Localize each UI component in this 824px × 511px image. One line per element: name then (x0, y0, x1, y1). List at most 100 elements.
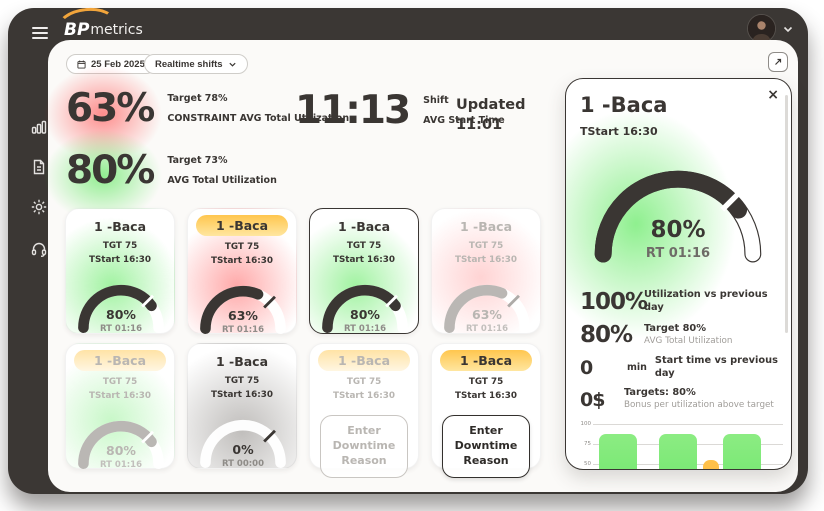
stat-value: 80% (580, 322, 633, 348)
stat-sublabel: AVG Total Utilization (644, 335, 733, 346)
enter-downtime-reason-button[interactable]: Enter Downtime Reason (320, 415, 408, 478)
detail-scrollbar[interactable] (785, 95, 788, 333)
brand-metrics: metrics (90, 22, 143, 38)
avg-target: Target 73% (167, 154, 228, 166)
constraint-label: CONSTRAINT AVG Total Utilization (167, 113, 350, 124)
avg-label: AVG Total Utilization (167, 175, 277, 186)
mini-chart-plot (593, 421, 783, 469)
machine-name-banner: 1 -Baca (440, 350, 532, 371)
machine-name: 1 -Baca (93, 219, 147, 234)
gauge-runtime: RT 01:16 (222, 325, 264, 336)
machine-name-banner: 1 -Baca (318, 350, 410, 371)
chart-bar (599, 433, 637, 469)
stat-sublabel: Bonus per utilization above target (624, 400, 774, 411)
card-tstart: TStart 16:30 (88, 390, 152, 401)
stat-label: Start time vs previous day (654, 355, 778, 379)
machine-card-selected[interactable]: 1 -Baca TGT 75 TStart 16:30 80% RT 01:16 (309, 208, 419, 334)
machine-card[interactable]: 1 -Baca TGT 75 TStart 16:30 Enter Downtim… (431, 343, 541, 478)
machine-card[interactable]: 1 -Baca TGT 75 TStart 16:30 0% RT 00:00 (187, 343, 297, 469)
utilization-gauge: 80% RT 01:16 (72, 409, 170, 471)
gauge-runtime: RT 00:00 (222, 459, 264, 470)
constraint-target: Target 78% (167, 92, 228, 104)
card-tgt: TGT 75 (224, 376, 260, 386)
avatar[interactable] (747, 14, 776, 43)
expand-button[interactable] (768, 52, 788, 72)
card-tgt: TGT 75 (224, 242, 260, 252)
stat-label: Target 80% (644, 322, 707, 334)
utilization-gauge: 0% RT 00:00 (194, 408, 292, 470)
gauge-runtime: RT 01:16 (100, 460, 142, 471)
utilization-gauge: 80% RT 01:16 (72, 273, 170, 335)
machine-name-banner: 1 -Baca (74, 350, 166, 371)
machine-name: 1 -Baca (215, 354, 269, 369)
detail-tstart: TStart 16:30 (580, 125, 658, 138)
utilization-gauge: 63% RT 01:16 (194, 274, 292, 336)
card-tstart: TStart 16:30 (454, 390, 518, 401)
card-tstart: TStart 16:30 (332, 390, 396, 401)
detail-gauge-runtime: RT 01:16 (645, 246, 711, 261)
detail-machine-name: 1 -Baca (580, 93, 668, 117)
stat-start-time-vs-prev: 0 min Start time vs previous day (580, 355, 783, 380)
brand-logo: BP metrics (55, 4, 143, 48)
gauge-value: 80% (106, 443, 136, 459)
card-tgt: TGT 75 (468, 377, 504, 387)
gauge-value: 0% (232, 442, 254, 458)
stat-value: 0$ (580, 388, 605, 411)
machine-card[interactable]: 1 -Baca TGT 75 TStart 16:30 63% RT 01:16 (431, 208, 541, 334)
shift-label-bottom: AVG Start Time (423, 115, 505, 126)
menu-icon[interactable] (32, 24, 48, 42)
close-icon[interactable]: × (767, 87, 779, 103)
settings-icon[interactable] (30, 198, 50, 218)
machine-card[interactable]: 1 -Baca TGT 75 TStart 16:30 63% RT 01:16 (187, 208, 297, 336)
machine-name: 1 -Baca (337, 219, 391, 234)
machine-card-grid: 1 -Baca TGT 75 TStart 16:30 80% RT 01:16 … (65, 208, 541, 478)
stat-bonus: 0$ Targets: 80% Bonus per utilization ab… (580, 387, 783, 411)
machine-card[interactable]: 1 -Baca TGT 75 TStart 16:30 80% RT 01:16 (65, 208, 175, 334)
calendar-icon (77, 60, 86, 69)
chart-bar (723, 433, 761, 469)
shift-start-stat: 11:13 Shift AVG Start Time (295, 88, 505, 133)
shift-label-top: Shift (423, 94, 449, 106)
enter-downtime-reason-button[interactable]: Enter Downtime Reason (442, 415, 530, 478)
chart-bar (659, 433, 697, 469)
utilization-gauge: 80% RT 01:16 (316, 273, 414, 335)
gridline-100 (593, 424, 783, 425)
card-tgt: TGT 75 (468, 241, 504, 251)
detail-utilization-gauge: 80% RT 01:16 (580, 147, 776, 263)
gauge-runtime: RT 01:16 (466, 324, 508, 335)
card-tstart: TStart 16:30 (332, 254, 396, 265)
card-tstart: TStart 16:30 (454, 254, 518, 265)
detail-stats: 100% Utilization vs previous day 80% Tar… (580, 289, 783, 419)
shift-filter-label: Realtime shifts (155, 58, 223, 70)
stat-unit: min (627, 362, 647, 374)
machine-name: 1 -Baca (459, 219, 513, 234)
y-tick: 50 (584, 461, 591, 467)
card-tstart: TStart 16:30 (210, 255, 274, 266)
stat-value: 0 (580, 356, 593, 379)
chart-bar (703, 460, 719, 469)
machine-card[interactable]: 1 -Baca TGT 75 TStart 16:30 80% RT 01:16 (65, 343, 175, 471)
utilization-gauge: 63% RT 01:16 (438, 273, 536, 335)
main-panel: 25 Feb 2025 Realtime shifts 63% Target 7… (43, 40, 798, 492)
user-menu[interactable] (747, 14, 794, 43)
avg-utilization-stat: 80% Target 73% AVG Total Utilization (44, 130, 277, 222)
utilization-history-chart: 100 75 50 (576, 421, 783, 469)
chevron-down-icon (228, 62, 236, 67)
headset-icon[interactable] (30, 240, 50, 260)
machine-name-banner: 1 -Baca (196, 215, 288, 236)
machine-card[interactable]: 1 -Baca TGT 75 TStart 16:30 Enter Downtim… (309, 343, 419, 478)
gauge-runtime: RT 01:16 (100, 324, 142, 335)
stat-avg-total-utilization: 80% Target 80% AVG Total Utilization (580, 322, 783, 348)
shift-filter[interactable]: Realtime shifts (144, 54, 248, 74)
card-tgt: TGT 75 (102, 241, 138, 251)
machine-detail-panel: × 1 -Baca TStart 16:30 80% RT 01:16 100%… (565, 78, 792, 470)
avg-value: 80% (66, 148, 155, 193)
card-tgt: TGT 75 (346, 241, 382, 251)
chevron-down-icon (783, 26, 793, 32)
stat-label: Utilization vs previous day (644, 289, 768, 313)
document-icon[interactable] (30, 158, 50, 178)
chart-y-axis: 100 75 50 (576, 421, 593, 469)
updated-time: 11:01 (456, 116, 503, 133)
stat-utilization-vs-prev: 100% Utilization vs previous day (580, 289, 783, 315)
updated-label: Updated (456, 97, 526, 113)
